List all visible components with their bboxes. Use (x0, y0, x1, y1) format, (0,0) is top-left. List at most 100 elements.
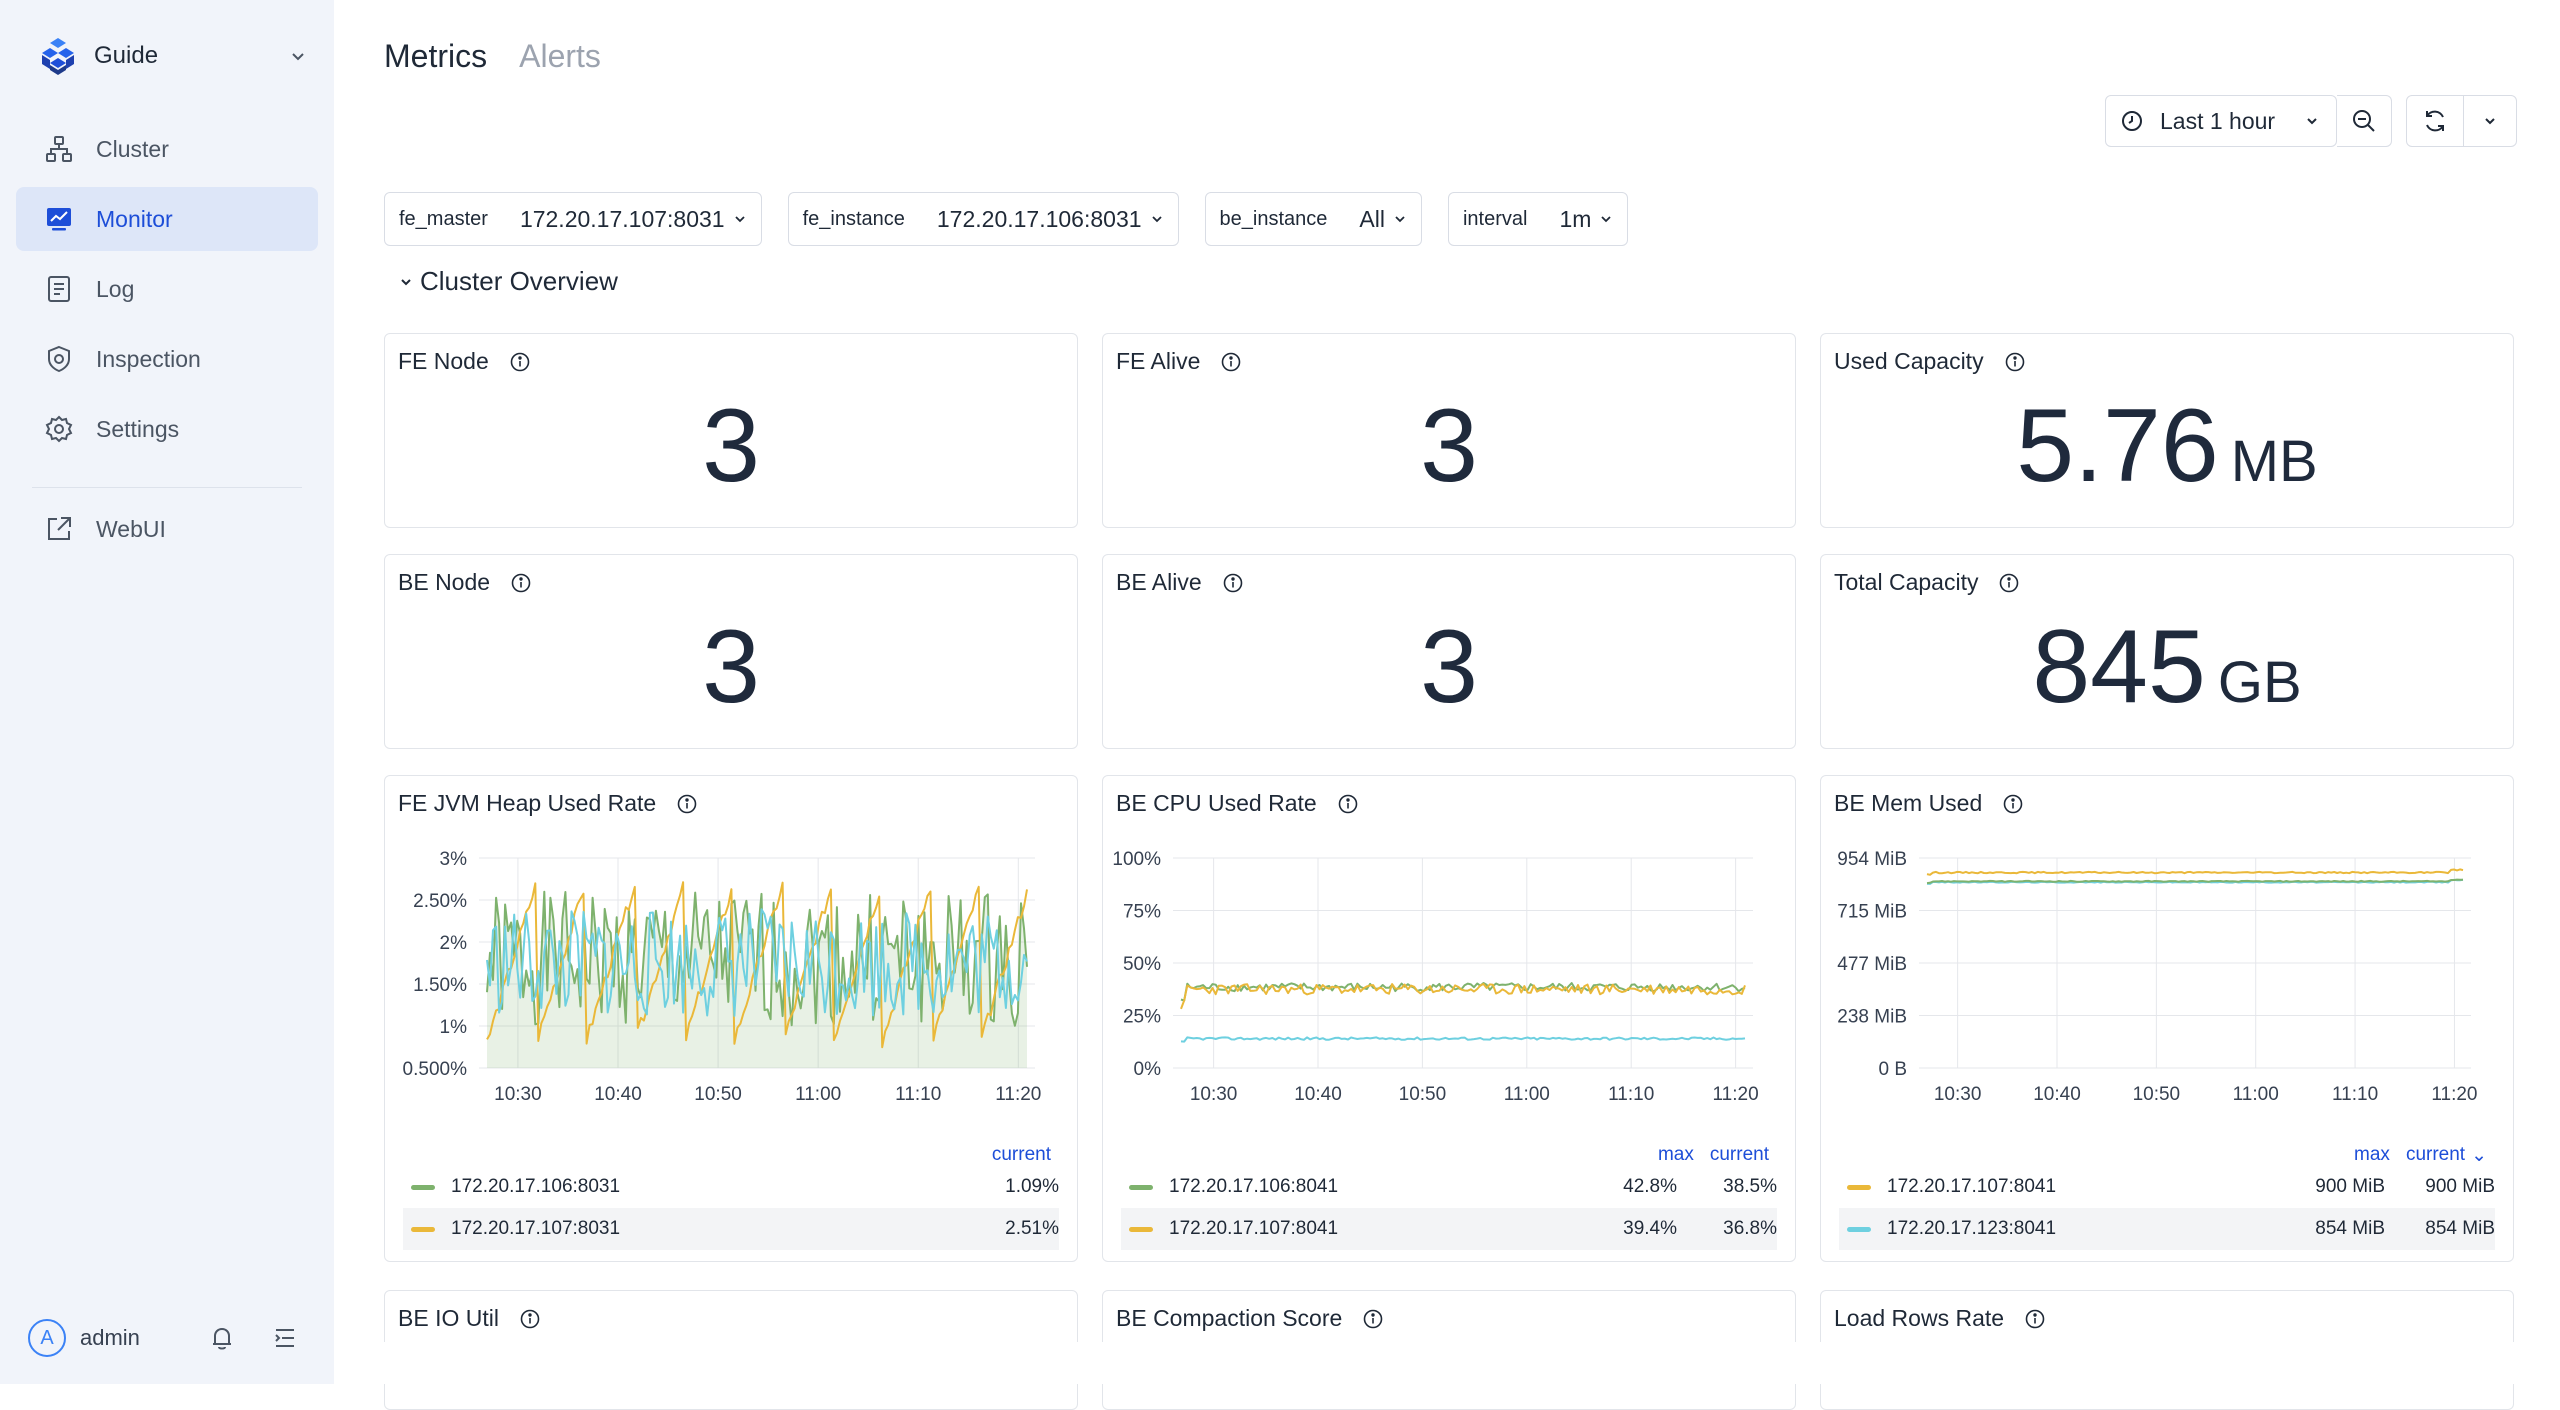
legend-current: 900 MiB (2425, 1176, 2495, 1197)
info-icon[interactable] (1337, 793, 1359, 815)
sidebar-item-cluster[interactable]: Cluster (16, 117, 318, 181)
sidebar-item-label: Cluster (96, 135, 169, 162)
sidebar-item-log[interactable]: Log (16, 257, 318, 321)
legend-col-max[interactable]: max (2354, 1144, 2390, 1165)
y-tick-label: 1.50% (413, 975, 467, 996)
sidebar-nav: Cluster Monitor Log Inspection Settings (16, 117, 318, 467)
page-tabs: Metrics Alerts (384, 38, 633, 75)
info-icon[interactable] (1998, 572, 2020, 594)
row-toggle-cluster-overview[interactable]: Cluster Overview (398, 266, 618, 297)
stat-unit: GB (2217, 650, 2302, 715)
info-icon[interactable] (2002, 793, 2024, 815)
info-icon[interactable] (1362, 1308, 1384, 1330)
panel-title: BE IO Util (398, 1305, 499, 1331)
legend-col-current[interactable]: current (1709, 1144, 1769, 1165)
legend-row[interactable]: 172.20.17.107:8041 900 MiB 900 MiB (1839, 1166, 2495, 1208)
series-line[interactable] (1180, 1036, 1746, 1043)
collapse-menu-icon[interactable] (271, 1324, 299, 1352)
be-cpu-chart[interactable]: 0% 25% 50% 75% 100% 10:30 10:40 10:50 11:00 11:10… (1103, 826, 1796, 1136)
y-tick-label: 50% (1123, 954, 1161, 975)
x-tick-label: 11:10 (1608, 1084, 1654, 1105)
sidebar-item-settings[interactable]: Settings (16, 397, 318, 461)
info-icon[interactable] (519, 1308, 541, 1330)
series-line[interactable] (1926, 878, 2464, 885)
panel-title: BE Node (398, 569, 491, 595)
panel-title: FE Alive (1116, 348, 1201, 374)
variable-fe-instance[interactable]: fe_instance 172.20.17.106:8031 (787, 192, 1179, 246)
panel-be-node: BE Node 3 (384, 554, 1078, 749)
sidebar-item-monitor[interactable]: Monitor (16, 187, 318, 251)
brand-switcher[interactable]: Guide (38, 36, 308, 76)
be-mem-chart[interactable]: 0 B 238 MiB 477 MiB 715 MiB 954 MiB 10:30 10:4… (1821, 826, 2514, 1136)
legend-col-current[interactable]: current (2405, 1144, 2466, 1165)
legend-max: 42.8% (1623, 1176, 1677, 1197)
x-tick-label: 10:30 (1190, 1084, 1238, 1105)
panel-total-capacity: Total Capacity 845 GB (1820, 554, 2514, 749)
x-tick-label: 11:00 (1504, 1084, 1550, 1105)
sidebar-divider (32, 487, 302, 488)
info-icon[interactable] (676, 793, 698, 815)
legend-swatch (1129, 1226, 1153, 1232)
info-icon[interactable] (2004, 351, 2026, 373)
chevron-down-icon (2307, 118, 2317, 125)
info-icon[interactable] (509, 351, 531, 373)
bell-icon[interactable] (208, 1324, 236, 1352)
y-tick-label: 3% (440, 849, 468, 870)
legend-row[interactable]: 172.20.17.106:8041 42.8% 38.5% (1121, 1166, 1777, 1208)
refresh-button[interactable] (2406, 95, 2464, 147)
x-tick-label: 10:40 (2033, 1084, 2081, 1105)
panel-title: BE Mem Used (1834, 790, 1983, 816)
info-icon[interactable] (2024, 1308, 2046, 1330)
legend-label: 172.20.17.107:8041 (1887, 1176, 2057, 1197)
tab-metrics[interactable]: Metrics (384, 38, 488, 74)
x-tick-label: 11:10 (895, 1084, 941, 1105)
legend-col-current[interactable]: current (991, 1144, 1051, 1165)
legend-max: 854 MiB (2315, 1218, 2385, 1239)
legend-label: 172.20.17.123:8041 (1887, 1218, 2057, 1239)
panel-title: BE Alive (1116, 569, 1202, 595)
tab-alerts[interactable]: Alerts (519, 38, 601, 74)
variable-be-instance[interactable]: be_instance All (1204, 192, 1422, 246)
legend-row[interactable]: 172.20.17.123:8041 854 MiB 854 MiB (1839, 1208, 2495, 1250)
variable-fe-master[interactable]: fe_master 172.20.17.107:8031 (384, 192, 762, 246)
panel-title: Load Rows Rate (1834, 1305, 2005, 1331)
stat-value: 3 (702, 609, 760, 725)
chevron-down-icon (401, 278, 411, 285)
series-line[interactable] (1926, 868, 2464, 876)
legend-current: 38.5% (1723, 1176, 1777, 1197)
sidebar-item-webui[interactable]: WebUI (16, 497, 318, 561)
sort-chevron-icon[interactable]: ⌄ (2471, 1145, 2487, 1166)
variable-label: interval (1462, 207, 1528, 230)
row-title: Cluster Overview (420, 266, 618, 296)
info-icon[interactable] (510, 572, 532, 594)
variable-value: All (1359, 205, 1385, 232)
legend-col-max[interactable]: max (1657, 1144, 1694, 1165)
refresh-interval-dropdown[interactable] (2463, 95, 2517, 147)
info-icon[interactable] (1220, 351, 1242, 373)
info-icon[interactable] (1222, 572, 1244, 594)
legend-swatch (1847, 1226, 1871, 1232)
series-line[interactable] (1180, 983, 1746, 1010)
sidebar-item-label: Monitor (96, 205, 173, 232)
legend-row[interactable]: 172.20.17.107:8041 39.4% 36.8% (1121, 1208, 1777, 1250)
variable-label: be_instance (1219, 207, 1328, 230)
fe-jvm-heap-chart[interactable]: 0.500% 1% 1.50% 2% 2.50% 3% 10:30 10:40 10:50 11:… (385, 826, 1078, 1136)
panel-be-alive: BE Alive 3 (1102, 554, 1796, 749)
y-tick-label: 2% (440, 933, 468, 954)
zoom-out-button[interactable] (2337, 95, 2392, 147)
legend-header: max current (1642, 1144, 1769, 1166)
series-line[interactable] (486, 908, 1028, 1017)
variable-interval[interactable]: interval 1m (1447, 192, 1629, 246)
avatar[interactable]: A (28, 1319, 66, 1357)
panel-title: FE JVM Heap Used Rate (398, 790, 657, 816)
series-line[interactable] (1180, 982, 1746, 1002)
bottom-fade (334, 1342, 2560, 1384)
x-tick-label: 11:00 (2233, 1084, 2279, 1105)
time-range-picker[interactable]: Last 1 hour (2105, 95, 2337, 147)
sidebar-item-inspection[interactable]: Inspection (16, 327, 318, 391)
user-name[interactable]: admin (80, 1325, 140, 1350)
y-tick-label: 75% (1123, 902, 1161, 923)
series-line[interactable] (486, 881, 1028, 1049)
legend-row[interactable]: 172.20.17.107:8031 2.51% (403, 1208, 1059, 1250)
legend-row[interactable]: 172.20.17.106:8031 1.09% (403, 1166, 1059, 1208)
